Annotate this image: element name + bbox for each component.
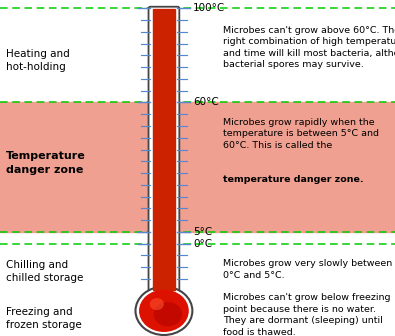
Text: 5°C: 5°C xyxy=(193,227,213,237)
Text: Microbes can't grow above 60°C. The
right combination of high temperature
and ti: Microbes can't grow above 60°C. The righ… xyxy=(223,26,395,70)
Text: temperature danger zone.: temperature danger zone. xyxy=(223,175,364,184)
Text: Heating and
hot-holding: Heating and hot-holding xyxy=(6,49,70,72)
Text: 100°C: 100°C xyxy=(193,3,226,13)
Circle shape xyxy=(139,290,189,332)
Text: 60°C: 60°C xyxy=(193,97,219,108)
Circle shape xyxy=(150,298,164,310)
Circle shape xyxy=(135,287,192,335)
Text: 0°C: 0°C xyxy=(193,239,212,249)
Circle shape xyxy=(154,302,182,326)
Bar xyxy=(0,102,395,232)
Text: Chilling and
chilled storage: Chilling and chilled storage xyxy=(6,260,83,283)
Text: Microbes grow rapidly when the
temperature is between 5°C and
60°C. This is call: Microbes grow rapidly when the temperatu… xyxy=(223,118,379,150)
FancyBboxPatch shape xyxy=(149,7,179,292)
Bar xyxy=(153,9,175,290)
Text: Temperature
danger zone: Temperature danger zone xyxy=(6,151,86,175)
Text: Freezing and
frozen storage: Freezing and frozen storage xyxy=(6,307,82,330)
Text: Microbes can't grow below freezing
point because there is no water.
They are dor: Microbes can't grow below freezing point… xyxy=(223,293,391,336)
Text: Microbes grow very slowly between
0°C and 5°C.: Microbes grow very slowly between 0°C an… xyxy=(223,259,392,280)
